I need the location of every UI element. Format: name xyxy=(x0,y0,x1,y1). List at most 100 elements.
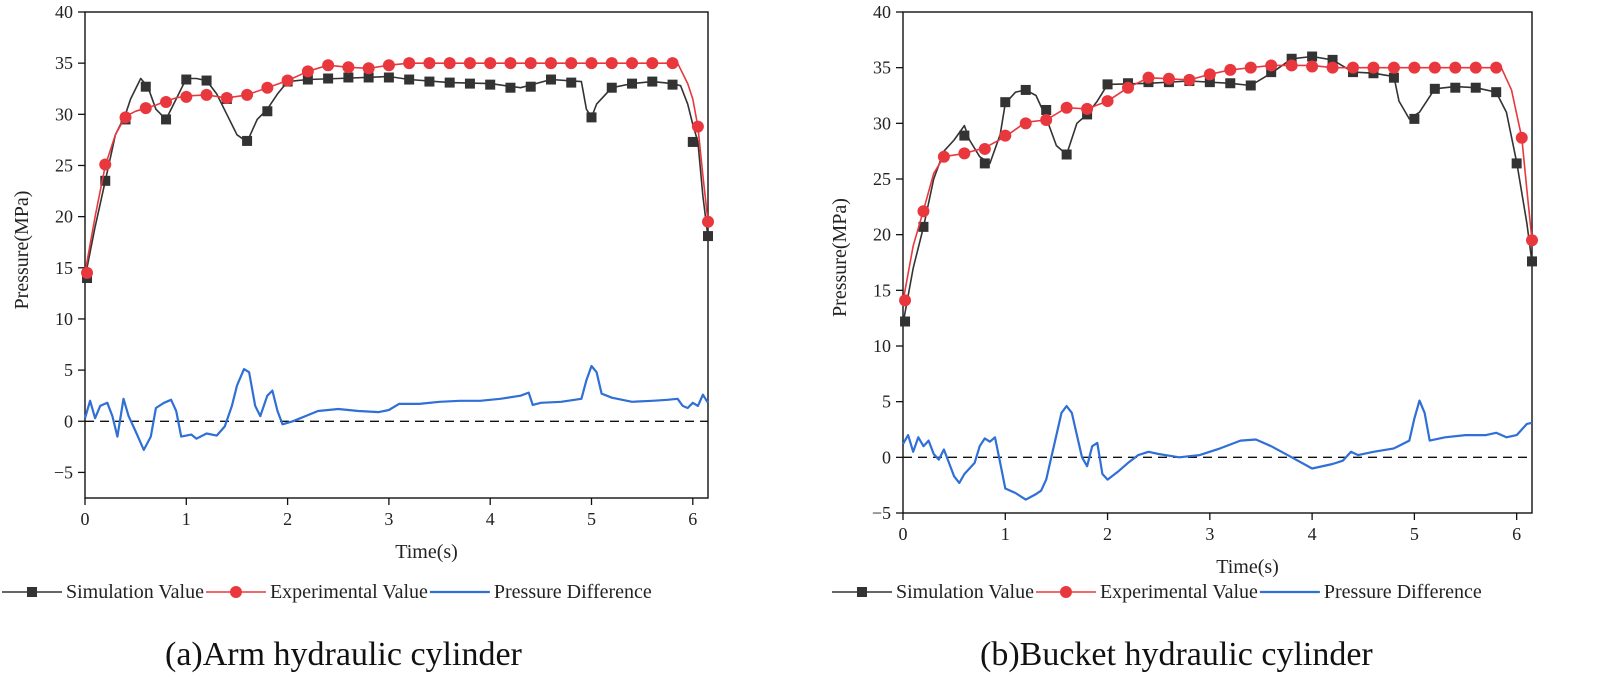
simulation-value-marker xyxy=(383,72,394,83)
simulation-value-marker xyxy=(1429,83,1440,94)
experimental-value-marker xyxy=(1224,63,1237,76)
y-tick-label: −5 xyxy=(872,503,891,523)
simulation-value-marker xyxy=(1491,87,1502,98)
simulation-value-marker xyxy=(627,78,638,89)
experimental-value-marker xyxy=(646,57,659,70)
legend-label: Simulation Value xyxy=(66,581,204,603)
experimental-value-marker xyxy=(937,150,950,163)
experimental-value-marker xyxy=(1060,101,1073,114)
x-tick-label: 0 xyxy=(81,509,90,529)
x-tick-label: 6 xyxy=(688,509,697,529)
y-tick-label: 5 xyxy=(64,360,73,380)
x-tick-label: 6 xyxy=(1512,524,1521,544)
simulation-value-marker xyxy=(424,76,435,87)
panel-arm-hydraulic-cylinder: −5 0 5 10 15 20 25 30 35 40 0 1 2 3 4 5 6 Time(s) Pressure… xyxy=(2,2,714,673)
experimental-value-marker xyxy=(1203,68,1216,81)
simulation-value-marker xyxy=(1266,67,1277,78)
experimental-value-marker xyxy=(917,205,930,218)
simulation-value-marker xyxy=(323,73,334,84)
experimental-value-marker xyxy=(342,61,355,74)
simulation-value-marker xyxy=(1388,72,1399,83)
experimental-value-marker xyxy=(81,266,94,279)
experimental-value-marker xyxy=(1306,60,1319,73)
simulation-value-marker xyxy=(1020,84,1031,95)
experimental-value-marker xyxy=(160,96,173,109)
y-tick-label: 25 xyxy=(873,169,891,189)
experimental-value-marker xyxy=(504,57,517,70)
legend-label: Experimental Value xyxy=(1100,581,1258,603)
y-tick-label: −5 xyxy=(54,462,73,482)
experimental-value-marker xyxy=(1122,81,1135,94)
y-tick-label: 30 xyxy=(55,104,73,124)
pressure-difference-line xyxy=(83,364,709,451)
x-tick-label: 0 xyxy=(899,524,908,544)
plot-frame xyxy=(84,11,709,499)
x-tick-label: 2 xyxy=(283,509,292,529)
x-axis-title: Time(s) xyxy=(1216,556,1279,578)
chart-caption: (a)Arm hydraulic cylinder xyxy=(165,636,523,673)
experimental-value-marker xyxy=(261,81,274,94)
experimental-value-marker xyxy=(322,59,335,72)
simulation-value-line xyxy=(902,55,1533,324)
experimental-value-marker xyxy=(978,142,991,155)
simulation-value-marker xyxy=(181,74,192,85)
simulation-value-marker xyxy=(505,82,516,93)
experimental-value-marker xyxy=(200,88,213,101)
chart-caption: (b)Bucket hydraulic cylinder xyxy=(980,636,1373,673)
simulation-value-marker xyxy=(262,106,273,117)
y-tick-label: 40 xyxy=(873,2,891,22)
y-tick-label: 25 xyxy=(55,155,73,175)
simulation-value-marker xyxy=(1527,256,1537,267)
simulation-value-marker xyxy=(485,79,496,90)
legend-label: Pressure Difference xyxy=(494,581,652,603)
simulation-value-marker xyxy=(900,316,911,327)
y-tick-label: 20 xyxy=(55,207,73,227)
x-tick-label: 1 xyxy=(1001,524,1010,544)
y-tick-label: 30 xyxy=(873,113,891,133)
simulation-value-marker xyxy=(1409,113,1420,124)
experimental-value-marker xyxy=(382,59,395,72)
simulation-value-marker xyxy=(687,136,698,147)
simulation-value-marker xyxy=(140,81,151,92)
experimental-value-marker xyxy=(1490,61,1503,74)
experimental-value-marker xyxy=(626,57,639,70)
experimental-value-marker xyxy=(605,57,618,70)
simulation-value-marker xyxy=(343,72,354,83)
y-tick-label: 10 xyxy=(873,336,891,356)
experimental-value-marker xyxy=(524,57,537,70)
experimental-value-marker xyxy=(1526,234,1538,247)
simulation-value-marker xyxy=(1225,78,1236,89)
simulation-value-marker xyxy=(161,114,172,125)
experimental-value-marker xyxy=(1387,61,1400,74)
legend-simulation-value-marker xyxy=(857,587,867,597)
y-tick-label: 20 xyxy=(873,225,891,245)
x-tick-label: 5 xyxy=(1410,524,1419,544)
experimental-value-marker xyxy=(362,62,375,75)
simulation-value-marker xyxy=(242,135,253,146)
simulation-value-marker xyxy=(464,78,475,89)
experimental-value-marker xyxy=(1019,117,1032,130)
y-tick-label: 5 xyxy=(882,392,891,412)
experimental-value-marker xyxy=(666,57,679,70)
y-tick-label: 40 xyxy=(55,2,73,22)
simulation-value-marker xyxy=(566,77,577,88)
x-tick-label: 3 xyxy=(1205,524,1214,544)
experimental-value-marker xyxy=(484,57,497,70)
y-tick-label: 15 xyxy=(873,280,891,300)
simulation-value-marker xyxy=(647,76,658,87)
experimental-value-marker xyxy=(139,102,152,115)
simulation-value-marker xyxy=(979,158,990,169)
experimental-value-marker xyxy=(565,57,578,70)
experimental-value-marker xyxy=(99,158,112,171)
legend-simulation-value-marker xyxy=(27,587,37,597)
experimental-value-marker xyxy=(585,57,598,70)
experimental-value-marker xyxy=(403,57,416,70)
simulation-value-marker xyxy=(918,221,929,232)
legend-label: Experimental Value xyxy=(270,581,428,603)
experimental-value-marker xyxy=(1347,61,1360,74)
legend-label: Simulation Value xyxy=(896,581,1034,603)
experimental-value-marker xyxy=(281,74,294,87)
experimental-value-marker xyxy=(220,91,233,104)
simulation-value-marker xyxy=(1327,54,1338,65)
experimental-value-marker xyxy=(180,90,193,103)
